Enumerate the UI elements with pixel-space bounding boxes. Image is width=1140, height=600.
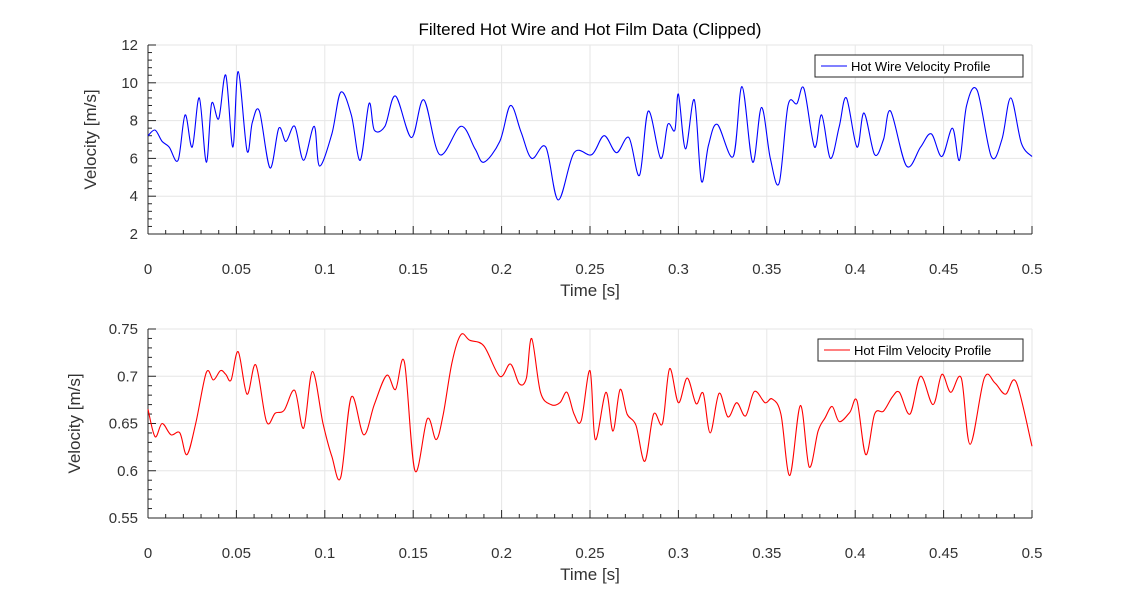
y-axis-label: Velocity [m/s] — [65, 373, 84, 473]
x-tick-label: 0.05 — [222, 261, 251, 278]
figure-title: Filtered Hot Wire and Hot Film Data (Cli… — [419, 20, 762, 39]
x-tick-label: 0.5 — [1022, 261, 1043, 278]
x-tick-label: 0.1 — [314, 261, 335, 278]
x-tick-label: 0.5 — [1022, 545, 1043, 562]
x-tick-label: 0.1 — [314, 545, 335, 562]
x-tick-label: 0.4 — [845, 545, 866, 562]
x-tick-label: 0.45 — [929, 545, 958, 562]
x-tick-label: 0 — [144, 261, 152, 278]
x-tick-label: 0 — [144, 545, 152, 562]
hot-wire-series-line — [147, 70, 1033, 201]
hot-film-subplot: 0 0.05 0.1 0.15 0.2 0.25 0.3 0.35 0.4 0.45 0.5 0.55… — [65, 321, 1042, 584]
y-tick-label: 2 — [130, 226, 138, 243]
x-axis-label: Time [s] — [560, 281, 620, 300]
x-tick-label: 0.2 — [491, 261, 512, 278]
y-tick-label: 12 — [121, 37, 138, 54]
x-tick-label: 0.45 — [929, 261, 958, 278]
x-axis-label: Time [s] — [560, 565, 620, 584]
y-axis-label: Velocity [m/s] — [81, 89, 100, 189]
y-tick-label: 10 — [121, 75, 138, 92]
y-tick-label: 0.7 — [117, 368, 138, 385]
x-tick-label: 0.35 — [752, 261, 781, 278]
y-tick-label: 0.75 — [109, 321, 138, 338]
x-tick-label: 0.3 — [668, 261, 689, 278]
x-tick-label: 0.4 — [845, 261, 866, 278]
y-tick-label: 4 — [130, 188, 138, 205]
x-tick-label: 0.15 — [399, 261, 428, 278]
x-tick-label: 0.25 — [575, 261, 604, 278]
y-tick-label: 0.65 — [109, 416, 138, 433]
x-tick-label: 0.2 — [491, 545, 512, 562]
x-tick-label: 0.05 — [222, 545, 251, 562]
hot-film-series-line — [147, 333, 1033, 481]
x-tick-label: 0.3 — [668, 545, 689, 562]
hot-film-legend-label: Hot Film Velocity Profile — [854, 343, 991, 358]
y-tick-label: 0.55 — [109, 510, 138, 527]
hot-wire-subplot: 0 0.05 0.1 0.15 0.2 0.25 0.3 0.35 0.4 0.45 0.5 2 4 6 8… — [81, 37, 1042, 300]
x-tick-label: 0.35 — [752, 545, 781, 562]
y-tick-label: 8 — [130, 113, 138, 130]
hot-film-legend-box — [817, 338, 1024, 362]
y-tick-label: 0.6 — [117, 463, 138, 480]
x-tick-label: 0.25 — [575, 545, 604, 562]
y-tick-label: 6 — [130, 150, 138, 167]
hot-wire-legend-box — [814, 54, 1024, 78]
x-tick-label: 0.15 — [399, 545, 428, 562]
hot-wire-legend-label: Hot Wire Velocity Profile — [851, 59, 990, 74]
